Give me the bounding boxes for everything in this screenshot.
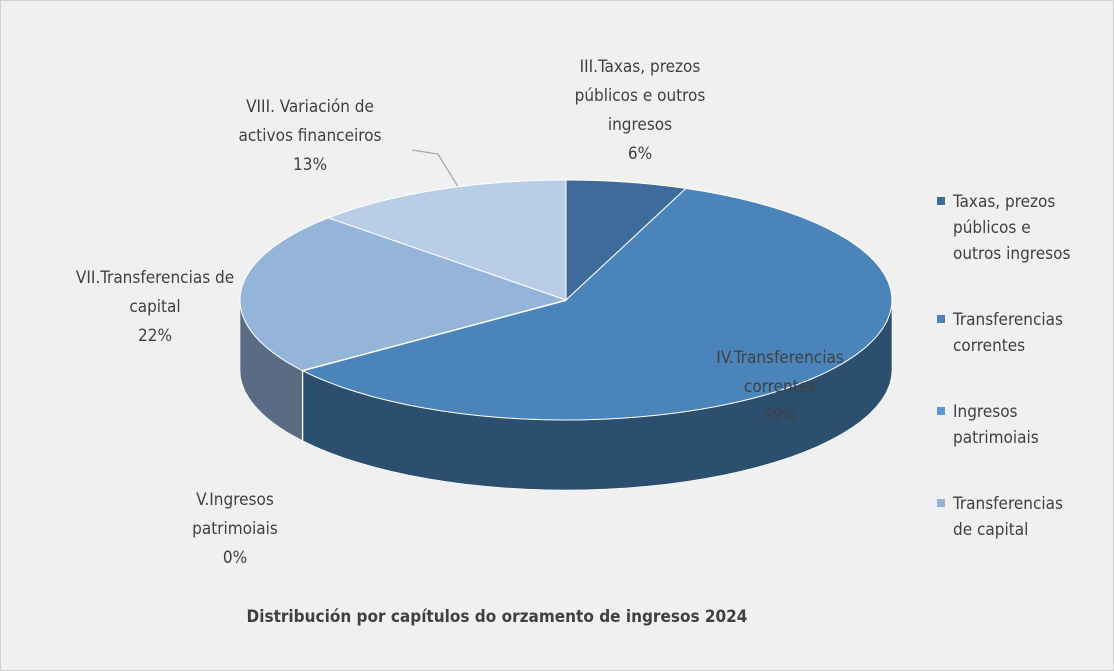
legend-line: patrimoiais: [953, 428, 1039, 448]
data-label-value: 6%: [628, 144, 652, 164]
data-label-value: 13%: [293, 155, 327, 175]
legend-entry: Ingresos patrimoiais: [953, 402, 1039, 448]
legend-marker: [937, 499, 945, 507]
data-label-line: III.Taxas, prezos: [580, 57, 701, 77]
data-label: V.Ingresos patrimoiais 0%: [192, 490, 278, 568]
data-label-value: 22%: [138, 326, 172, 346]
legend-marker: [937, 315, 945, 323]
legend-entry: Transferencias correntes: [952, 310, 1063, 356]
data-label: VII.Transferencias de capital 22%: [76, 268, 234, 346]
legend-line: Transferencias: [952, 310, 1063, 330]
data-label-line: VIII. Variación de: [246, 97, 374, 117]
data-label: III.Taxas, prezos públicos e outros ingres…: [575, 57, 706, 164]
chart-title: Distribución por capítulos do orzamento …: [247, 607, 748, 627]
data-label: IV.Transferencias correntes 59%: [716, 348, 844, 426]
data-label-value: 59%: [763, 406, 797, 426]
data-label: VIII. Variación de activos financeiros 13%: [239, 97, 382, 175]
pie-slice: [300, 187, 893, 421]
data-label-line: activos financeiros: [239, 126, 382, 146]
legend-marker: [937, 407, 945, 415]
data-label-line: ingresos: [608, 115, 672, 135]
legend-line: outros ingresos: [953, 244, 1070, 264]
legend-entry: Transferencias de capital: [952, 494, 1063, 540]
legend-line: públicos e: [953, 218, 1031, 238]
legend-entry: Taxas, prezos públicos e outros ingresos: [952, 192, 1070, 264]
tops: [239, 179, 893, 421]
data-label-line: VII.Transferencias de: [76, 268, 234, 288]
data-label-line: IV.Transferencias: [716, 348, 844, 368]
pie-slice: [326, 179, 567, 301]
legend-line: de capital: [953, 520, 1028, 540]
data-label-line: públicos e outros: [575, 86, 706, 106]
legend-line: Transferencias: [952, 494, 1063, 514]
data-label-line: correntes: [744, 377, 816, 397]
legend-line: correntes: [953, 336, 1025, 356]
data-label-value: 0%: [223, 548, 247, 568]
leader-line: [411, 149, 461, 191]
legend-line: Taxas, prezos: [952, 192, 1055, 212]
legend-line: Ingresos: [953, 402, 1018, 422]
data-label-line: V.Ingresos: [196, 490, 274, 510]
pie-slice: [239, 217, 568, 372]
data-label-line: capital: [129, 297, 180, 317]
pie-slice: [565, 179, 688, 302]
legend-marker: [937, 197, 945, 205]
data-label-line: patrimoiais: [192, 519, 278, 539]
